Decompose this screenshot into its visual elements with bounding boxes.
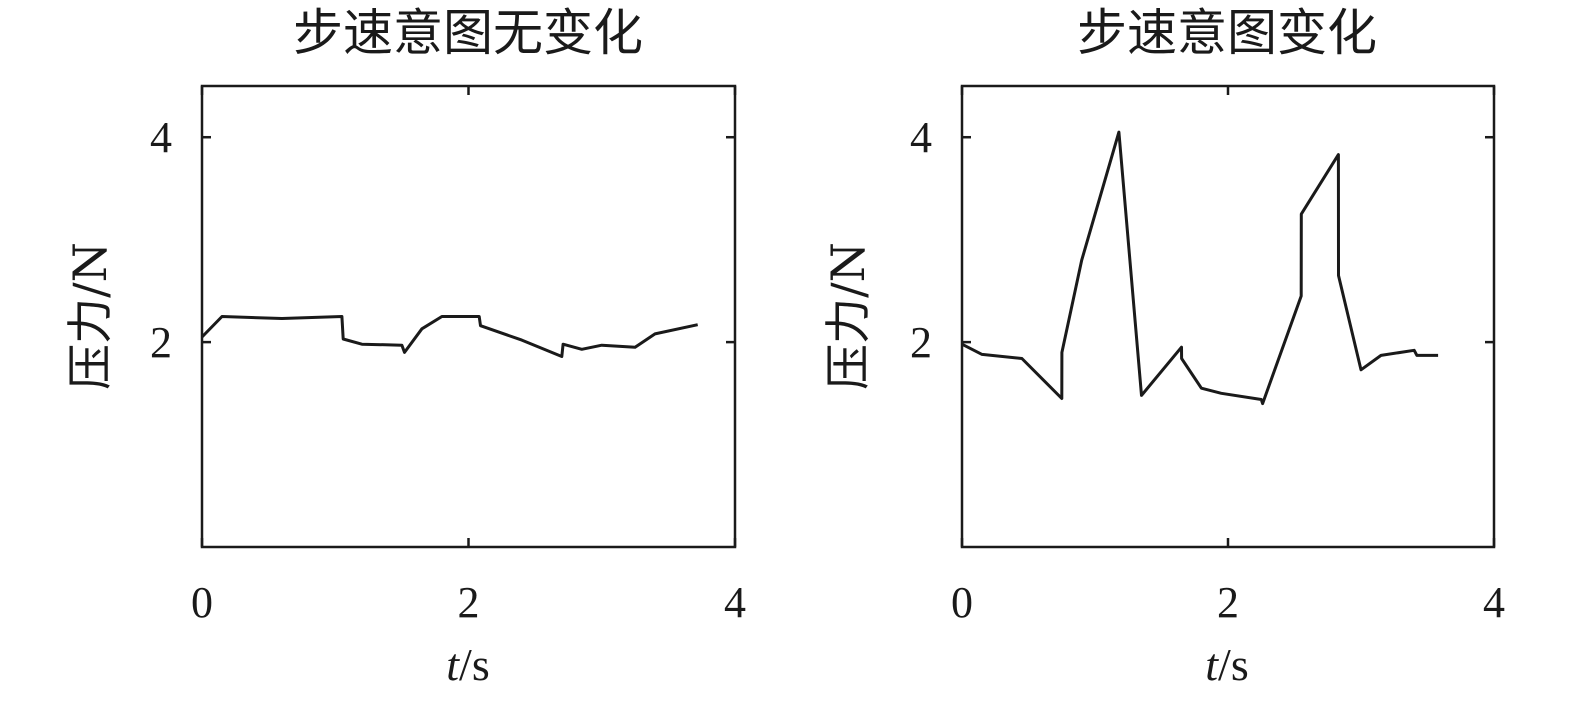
y-tick-labels: 24 (910, 113, 932, 367)
y-tick-label: 2 (150, 318, 172, 367)
y-tick-label: 4 (150, 113, 172, 162)
y-tick-labels: 24 (150, 113, 172, 367)
pressure-series-line (961, 130, 1439, 406)
plot-frame (960, 84, 1496, 549)
x-tick-label: 2 (458, 578, 480, 627)
x-tick-label: 0 (951, 578, 973, 627)
y-tick-label: 4 (910, 113, 932, 162)
pressure-series-line (200, 315, 699, 358)
x-axis-label: t/s (446, 639, 489, 690)
x-tick-labels: 0 2 4 (191, 578, 746, 627)
x-tick-label: 4 (724, 578, 746, 627)
chart-title: 步速意图无变化 (293, 4, 643, 62)
x-tick-labels: 0 2 4 (951, 578, 1505, 627)
y-axis-label: 压力/N (63, 242, 117, 390)
y-axis-label: 压力/N (821, 242, 875, 390)
chart-title: 步速意图变化 (1077, 4, 1377, 62)
x-axis-label: t/s (1205, 639, 1248, 690)
y-tick-label: 2 (910, 318, 932, 367)
x-tick-label: 0 (191, 578, 213, 627)
x-tick-label: 2 (1217, 578, 1239, 627)
x-tick-label: 4 (1483, 578, 1505, 627)
